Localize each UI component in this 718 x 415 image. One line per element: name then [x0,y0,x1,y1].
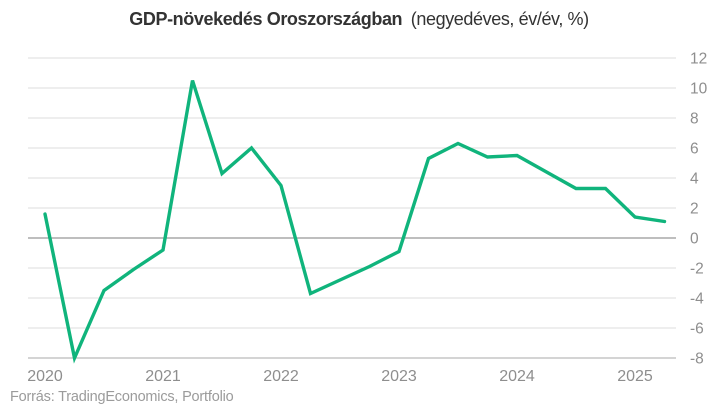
y-tick-label: -4 [690,291,704,308]
y-tick-label: 0 [690,231,699,248]
gdp-line-series [43,79,667,364]
x-tick-label: 2023 [381,368,417,385]
y-tick-label: 10 [690,81,708,98]
y-tick-label: -8 [690,351,704,368]
x-tick-label: 2021 [145,368,181,385]
y-tick-label: -6 [690,321,704,338]
y-tick-label: 8 [690,111,699,128]
y-tick-label: 4 [690,171,699,188]
y-tick-label: 6 [690,141,699,158]
source-caption: Forrás: TradingEconomics, Portfolio [10,389,234,405]
y-tick-label: 2 [690,201,699,218]
x-tick-label: 2024 [499,368,535,385]
chart-title-subtitle: (negyedéves, év/év, %) [410,9,589,29]
x-tick-label: 2020 [27,368,63,385]
x-tick-label: 2025 [617,368,653,385]
chart-title-main: GDP-növekedés Oroszországban [129,9,403,29]
y-tick-label: -2 [690,261,704,278]
y-tick-label: 12 [690,51,707,68]
chart-title: GDP-növekedés Oroszországban (negyedéves… [0,9,718,30]
x-tick-label: 2022 [263,368,299,385]
